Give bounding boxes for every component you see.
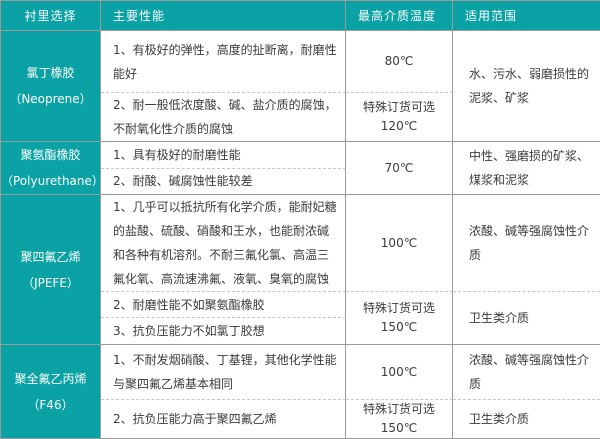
lining-name-cn: 氯丁橡胶 [26, 66, 75, 80]
performance-cell: 2、耐一般低浓度酸、碱、盐介质的腐蚀，不耐氧化性介质的腐蚀 [101, 93, 346, 142]
performance-cell: 3、抗负压能力不如氯丁胶想 [101, 318, 346, 345]
lining-name-cn: 聚四氟乙烯 [20, 249, 81, 264]
table-row: 聚四氟乙烯 （JPEFE） 1、几乎可以抵抗所有化学介质，能耐妃糖的盐酸、硫酸、… [1, 195, 600, 345]
column-header-application: 适用范围 [453, 1, 600, 31]
column-header-lining: 衬里选择 [1, 1, 101, 31]
max-temp-cell: 70℃ [346, 142, 453, 195]
table-row: 2、耐磨性能不如聚氨酯橡胶 特殊订货可选 150℃ 卫生类介质 [1, 292, 600, 345]
lining-name-en: （Neoprene） [9, 92, 92, 106]
lining-name-f46: 聚全氟乙丙烯 （F46） [1, 345, 101, 438]
lining-name-en: （F46） [27, 397, 74, 412]
temp-note: 特殊订货可选 [362, 301, 435, 315]
temp-note: 特殊订货可选 [362, 402, 435, 416]
application-cell: 浓酸、碱等强腐蚀性介质 [453, 195, 600, 292]
performance-cell: 2、耐磨性能不如聚氨酯橡胶 [101, 292, 346, 318]
lining-name-neoprene: 氯丁橡胶 （Neoprene） [1, 31, 101, 142]
lining-name-ptfe: 聚四氟乙烯 （JPEFE） [1, 195, 101, 345]
max-temp-cell: 100℃ [346, 345, 453, 400]
performance-cell: 2、耐酸、碱腐蚀性能较差 [101, 168, 346, 195]
performance-cell: 2、抗负压能力高于聚四氟乙烯 [101, 400, 346, 438]
column-header-max-temp: 最高介质温度 [346, 1, 453, 31]
table-row: 2、耐一般低浓度酸、碱、盐介质的腐蚀，不耐氧化性介质的腐蚀 特殊订货可选 120… [1, 93, 600, 142]
lining-name-en: （JPEFE） [22, 275, 79, 290]
temp-value: 150℃ [380, 320, 418, 334]
lining-name-cn: 聚全氟乙丙烯 [14, 371, 87, 386]
max-temp-cell: 80℃ [346, 31, 453, 93]
application-cell: 中性、强磨损的矿浆、煤浆和泥浆 [453, 142, 600, 195]
temp-note: 特殊订货可选 [362, 100, 435, 114]
lining-name-cn: 聚氨酯橡胶 [20, 148, 81, 162]
performance-cell: 1、有极好的弹性，高度的扯断离，耐磨性能好 [101, 31, 346, 93]
column-header-performance: 主要性能 [101, 1, 346, 31]
max-temp-cell: 特殊订货可选 120℃ [346, 93, 453, 142]
max-temp-cell: 特殊订货可选 150℃ [346, 400, 453, 438]
lining-name-polyurethane: 聚氨酯橡胶 （Polyurethane） [1, 142, 104, 195]
performance-cell: 1、不耐发烟硝酸、丁基锂，其他化学性能与聚四氟乙烯基本相同 [101, 345, 346, 400]
max-temp-cell: 100℃ [346, 195, 453, 292]
temp-value: 120℃ [380, 119, 418, 133]
table-row: 氯丁橡胶 （Neoprene） 1、有极好的弹性，高度的扯断离，耐磨性能好 80… [1, 31, 600, 142]
table-row: 聚氨酯橡胶 （Polyurethane） 1、具有极好的耐磨性能 70℃ 中性、… [1, 142, 600, 195]
max-temp-cell: 特殊订货可选 150℃ [346, 292, 453, 345]
application-cell: 卫生类介质 [469, 412, 530, 426]
application-cell: 水、污水、弱磨损性的泥浆、矿浆 [453, 31, 600, 142]
table-row: 3、抗负压能力不如氯丁胶想 [1, 318, 600, 345]
application-cell: 卫生类介质 [453, 292, 600, 345]
table-header-row: 衬里选择 主要性能 最高介质温度 适用范围 [1, 1, 600, 31]
table-row: 2、耐酸、碱腐蚀性能较差 [1, 168, 600, 195]
lining-name-en: （Polyurethane） [1, 174, 104, 188]
performance-cell: 1、具有极好的耐磨性能 [101, 142, 346, 169]
performance-cell: 1、几乎可以抵抗所有化学介质，能耐妃糖的盐酸、硫酸、硝酸和王水，也能耐浓碱和各种… [101, 195, 346, 292]
table-row: 聚全氟乙丙烯 （F46） 1、不耐发烟硝酸、丁基锂，其他化学性能与聚四氟乙烯基本… [1, 345, 600, 438]
temp-value: 150℃ [380, 421, 418, 435]
application-cell: 浓酸、碱等强腐蚀性介质 [453, 345, 600, 400]
